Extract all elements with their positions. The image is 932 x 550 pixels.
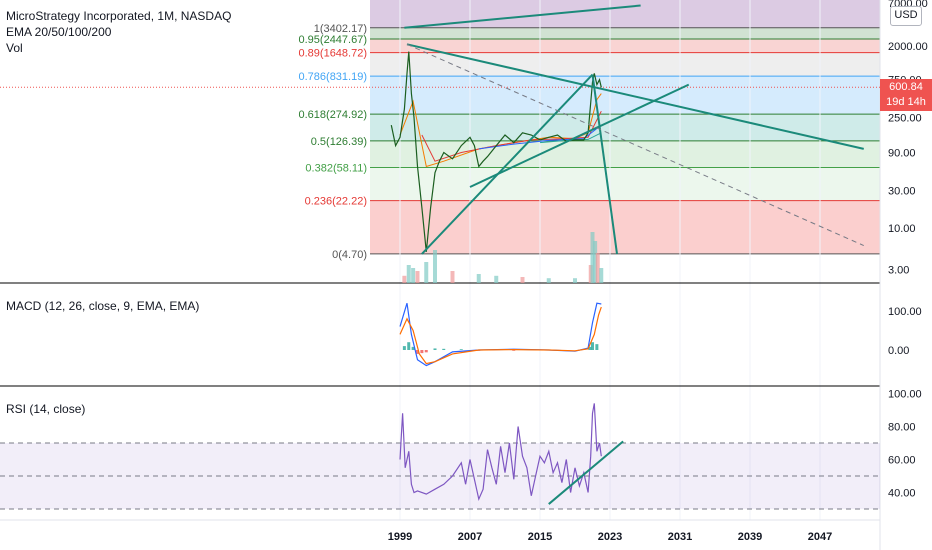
volume-bar: [573, 278, 577, 283]
volume-bar: [411, 268, 416, 283]
fib-band: [370, 27, 880, 40]
fib-level-label: 0.5(126.39): [311, 136, 367, 148]
macd-line: [399, 306, 602, 365]
price-line: [390, 51, 602, 252]
macd-histogram-bar: [512, 350, 516, 351]
trendline: [406, 43, 864, 150]
macd-histogram-bar: [411, 346, 415, 350]
rsi-axis-tick: 80.00: [888, 422, 916, 434]
volume-bar: [494, 275, 499, 283]
fib-band: [370, 167, 880, 201]
volume-bar: [599, 268, 604, 283]
macd-histogram-bar: [591, 342, 594, 350]
macd-label: MACD (12, 26, close, 9, EMA, EMA): [6, 299, 200, 313]
dashed-trendline: [406, 43, 864, 247]
time-axis-tick: 1999: [388, 531, 412, 543]
price-axis-tick: 7000.00: [888, 0, 928, 10]
volume-bar: [595, 253, 600, 283]
volume-bar: [590, 232, 595, 283]
volume-bar: [433, 250, 437, 283]
macd-histogram-bar: [424, 350, 428, 353]
bar-countdown: 19d 14h: [886, 96, 926, 108]
last-price-badge: 600.84 19d 14h: [880, 79, 932, 111]
macd-histogram-bar: [433, 348, 437, 350]
time-axis-tick: 2047: [808, 531, 832, 543]
macd-histogram-bar: [402, 346, 406, 350]
macd-axis-tick: 0.00: [888, 345, 909, 357]
trendline: [469, 83, 690, 188]
rsi-axis-tick: 40.00: [888, 488, 916, 500]
time-axis-tick: 2031: [668, 531, 692, 543]
volume-bar: [476, 274, 481, 283]
fib-level-label: 0.95(2447.67): [299, 34, 368, 46]
fib-band: [370, 39, 880, 53]
currency-button[interactable]: USD: [890, 6, 922, 26]
volume-bar: [406, 265, 411, 283]
fib-level-label: 0.382(58.11): [305, 163, 367, 175]
macd-histogram-bar: [442, 348, 446, 350]
fib-level-label: 0.236(22.22): [305, 196, 367, 208]
macd-histogram-bar: [420, 350, 424, 354]
volume-bar: [520, 277, 525, 283]
macd-histogram-bar: [416, 350, 419, 354]
macd-histogram-bar: [588, 346, 592, 350]
fib-level-label: 0.618(274.92): [299, 109, 368, 121]
price-axis-tick: 250.00: [888, 112, 922, 124]
ema-line: [478, 124, 602, 150]
time-axis-tick: 2023: [598, 531, 622, 543]
volume-bar: [593, 241, 598, 283]
time-axis-tick: 2007: [458, 531, 482, 543]
fib-band: [370, 52, 880, 77]
macd-histogram-bar: [407, 342, 411, 350]
price-axis-tick: 10.00: [888, 223, 916, 235]
macd-legend: MACD (12, 26, close, 9, EMA, EMA): [6, 298, 199, 314]
rsi-axis-tick: 100.00: [888, 389, 922, 401]
price-axis-tick: 3.00: [888, 264, 909, 276]
trendline: [591, 74, 618, 255]
macd-histogram-bar: [595, 344, 599, 350]
volume-bar: [546, 278, 551, 283]
time-axis-tick: 2039: [738, 531, 762, 543]
time-axis-tick: 2015: [528, 531, 552, 543]
fib-level-label: 0.89(1648.72): [299, 48, 368, 60]
rsi-label: RSI (14, close): [6, 402, 86, 416]
volume-bar: [402, 275, 407, 283]
rsi-trendline: [548, 440, 624, 505]
legend-vol: Vol: [6, 41, 23, 55]
volume-bar: [424, 262, 429, 283]
fib-band: [370, 200, 880, 254]
macd-line: [399, 302, 602, 367]
rsi-legend: RSI (14, close): [6, 401, 85, 417]
rsi-axis-tick: 60.00: [888, 455, 916, 467]
legend-ema: EMA 20/50/100/200: [6, 25, 112, 39]
fib-band: [370, 114, 880, 141]
rsi-line: [399, 403, 602, 502]
macd-axis-tick: 100.00: [888, 306, 922, 318]
fib-level-label: 0.786(831.19): [299, 71, 368, 83]
trendline: [421, 73, 594, 255]
price-axis-tick: 30.00: [888, 185, 916, 197]
fib-level-label: 0(4.70): [332, 249, 367, 261]
main-legend: MicroStrategy Incorporated, 1M, NASDAQ E…: [6, 8, 231, 56]
trendline: [404, 4, 641, 29]
price-axis-tick: 2000.00: [888, 41, 928, 53]
fib-level-label: 1(3402.17): [314, 23, 367, 35]
last-price: 600.84: [889, 81, 923, 93]
legend-title: MicroStrategy Incorporated, 1M, NASDAQ: [6, 9, 232, 23]
macd-histogram-bar: [459, 349, 463, 350]
price-axis-tick: 90.00: [888, 148, 916, 160]
volume-bar: [450, 271, 455, 283]
volume-bar: [415, 271, 420, 283]
